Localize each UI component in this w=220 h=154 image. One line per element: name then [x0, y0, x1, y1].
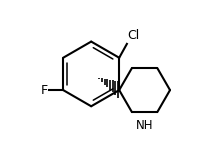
- Text: F: F: [41, 84, 48, 97]
- Text: NH: NH: [136, 119, 153, 132]
- Text: Cl: Cl: [128, 29, 140, 42]
